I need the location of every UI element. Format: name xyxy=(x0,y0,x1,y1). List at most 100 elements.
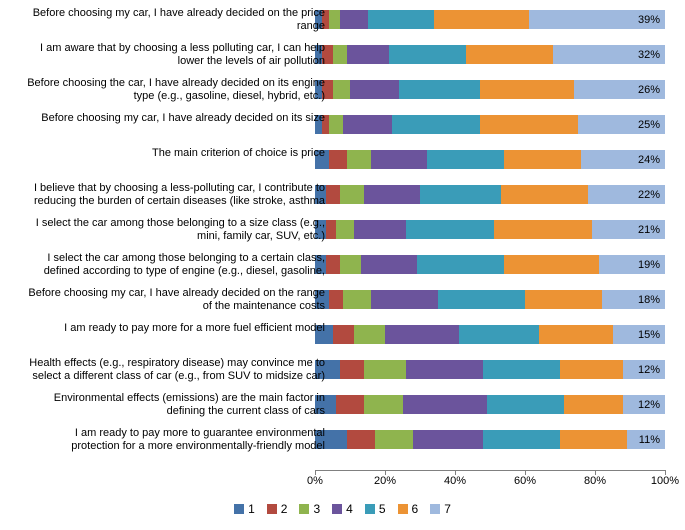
legend-label: 5 xyxy=(379,502,386,516)
bar-row: 32% xyxy=(315,45,665,64)
bar-segment-4 xyxy=(413,430,483,449)
stacked-bar: 11% xyxy=(315,430,665,449)
row-label: Environmental effects (emissions) are th… xyxy=(25,392,325,417)
legend-item-5: 5 xyxy=(365,502,386,516)
legend-swatch xyxy=(398,504,408,514)
legend-swatch xyxy=(234,504,244,514)
bar-segment-3 xyxy=(340,185,365,204)
bar-segment-3 xyxy=(364,395,403,414)
stacked-bar: 32% xyxy=(315,45,665,64)
bar-segment-5 xyxy=(438,290,526,309)
bar-segment-3 xyxy=(354,325,386,344)
bar-segment-5 xyxy=(459,325,540,344)
legend-swatch xyxy=(267,504,277,514)
stacked-bar: 12% xyxy=(315,395,665,414)
bar-segment-5 xyxy=(417,255,505,274)
bar-segment-2 xyxy=(347,430,375,449)
bar-segment-7 xyxy=(581,150,665,169)
bar-segment-3 xyxy=(343,290,371,309)
row-label: I am ready to pay more for a more fuel e… xyxy=(25,322,325,335)
bar-segment-5 xyxy=(427,150,504,169)
bar-segment-4 xyxy=(343,115,392,134)
bar-segment-7 xyxy=(578,115,666,134)
stacked-bar: 22% xyxy=(315,185,665,204)
bar-row: 11% xyxy=(315,430,665,449)
row-label: I believe that by choosing a less-pollut… xyxy=(25,182,325,207)
legend: 1 2 34 5 67 xyxy=(0,502,685,517)
bar-segment-5 xyxy=(399,80,480,99)
legend-label: 2 xyxy=(281,502,288,516)
bar-segment-4 xyxy=(364,185,420,204)
legend-label: 6 xyxy=(412,502,419,516)
bar-segment-6 xyxy=(504,255,599,274)
bar-segment-3 xyxy=(333,45,347,64)
legend-item-7: 7 xyxy=(430,502,451,516)
bar-row: 12% xyxy=(315,395,665,414)
bar-segment-6 xyxy=(564,395,624,414)
x-tick-mark xyxy=(595,470,596,475)
bar-row: 19% xyxy=(315,255,665,274)
x-tick-label: 0% xyxy=(307,475,323,487)
stacked-bar: 24% xyxy=(315,150,665,169)
bar-segment-6 xyxy=(466,45,554,64)
x-tick-label: 20% xyxy=(374,475,396,487)
stacked-bar: 26% xyxy=(315,80,665,99)
bar-segment-6 xyxy=(494,220,592,239)
bar-segment-4 xyxy=(361,255,417,274)
bar-row: 26% xyxy=(315,80,665,99)
bar-segment-4 xyxy=(354,220,407,239)
x-tick-mark xyxy=(455,470,456,475)
legend-swatch xyxy=(365,504,375,514)
bar-segment-6 xyxy=(560,430,627,449)
bar-segment-3 xyxy=(329,115,343,134)
bar-segment-6 xyxy=(480,80,575,99)
row-label: Health effects (e.g., respiratory diseas… xyxy=(25,357,325,382)
row-label: The main criterion of choice is price xyxy=(25,147,325,160)
bar-row: 15% xyxy=(315,325,665,344)
bar-segment-5 xyxy=(483,430,560,449)
bar-segment-2 xyxy=(329,150,347,169)
legend-item-3: 3 xyxy=(299,502,320,516)
bar-segment-4 xyxy=(340,10,368,29)
bar-segment-7 xyxy=(623,360,665,379)
row-label: Before choosing my car, I have already d… xyxy=(25,7,325,32)
stacked-bar: 39% xyxy=(315,10,665,29)
bar-segment-7 xyxy=(602,290,665,309)
bar-segment-2 xyxy=(333,325,354,344)
bar-segment-3 xyxy=(340,255,361,274)
legend-item-2: 2 xyxy=(267,502,288,516)
stacked-bar: 15% xyxy=(315,325,665,344)
legend-item-1: 1 xyxy=(234,502,255,516)
bar-segment-4 xyxy=(371,290,438,309)
plot-area: 39%32%26%25%24%22%21%19%18%15%12%12%11% xyxy=(315,10,665,470)
bar-segment-3 xyxy=(329,10,340,29)
x-tick-mark xyxy=(525,470,526,475)
legend-item-4: 4 xyxy=(332,502,353,516)
legend-item-6: 6 xyxy=(398,502,419,516)
bar-segment-6 xyxy=(525,290,602,309)
bar-segment-2 xyxy=(329,290,343,309)
bar-segment-5 xyxy=(483,360,560,379)
row-label: Before choosing my car, I have already d… xyxy=(25,112,325,125)
stacked-bar: 12% xyxy=(315,360,665,379)
row-label: Before choosing my car, I have already d… xyxy=(25,287,325,312)
bar-segment-6 xyxy=(504,150,581,169)
row-label: I am ready to pay more to guarantee envi… xyxy=(25,427,325,452)
bar-segment-6 xyxy=(434,10,529,29)
legend-label: 1 xyxy=(248,502,255,516)
bar-segment-6 xyxy=(501,185,589,204)
bar-row: 39% xyxy=(315,10,665,29)
x-tick-label: 40% xyxy=(444,475,466,487)
bar-segment-3 xyxy=(336,220,354,239)
bar-segment-5 xyxy=(392,115,480,134)
bar-segment-3 xyxy=(347,150,372,169)
legend-label: 3 xyxy=(313,502,320,516)
bar-segment-4 xyxy=(403,395,487,414)
bar-segment-2 xyxy=(326,220,337,239)
bar-segment-2 xyxy=(326,255,340,274)
bar-segment-3 xyxy=(333,80,351,99)
bar-row: 22% xyxy=(315,185,665,204)
bar-row: 21% xyxy=(315,220,665,239)
bar-row: 12% xyxy=(315,360,665,379)
stacked-bar: 19% xyxy=(315,255,665,274)
